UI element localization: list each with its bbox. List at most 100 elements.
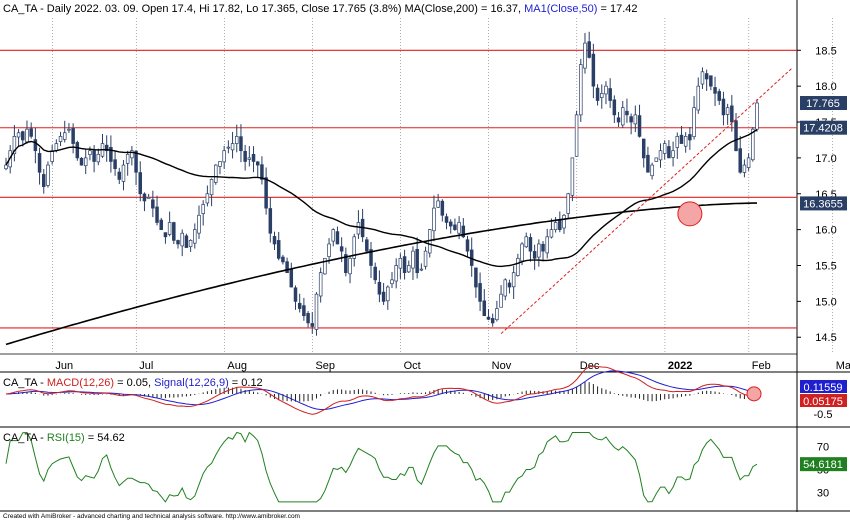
candle-body xyxy=(604,85,608,95)
title-segment: MA1(Close,50) xyxy=(524,3,597,15)
title-segment: CA_TA - xyxy=(3,377,47,389)
candle-body xyxy=(138,172,143,195)
candle-body xyxy=(629,116,633,123)
candle-body xyxy=(214,164,218,183)
candle-body xyxy=(302,305,306,317)
candle-body xyxy=(306,312,310,324)
rsi-badge-label: 54.6181 xyxy=(803,459,843,471)
candle-body xyxy=(188,240,193,248)
x-tick-label: Aug xyxy=(227,360,247,372)
candle-body xyxy=(633,114,638,125)
candle-body xyxy=(146,196,151,199)
candle-body xyxy=(595,87,600,101)
y-tick-label: 15.5 xyxy=(815,261,836,273)
y-tick-label: 17.0 xyxy=(815,153,836,165)
candle-body xyxy=(272,236,277,245)
candle-body xyxy=(230,143,235,151)
candle-body xyxy=(155,206,159,223)
title-segment: CA_TA - Daily 2022. 03. 09. Open 17.4, H… xyxy=(3,3,524,15)
candle-body xyxy=(549,229,554,238)
ma200-line xyxy=(5,202,757,346)
x-tick-label: Feb xyxy=(752,360,771,372)
candle-body xyxy=(377,281,382,295)
candle-body xyxy=(444,216,449,223)
candle-body xyxy=(419,268,424,271)
x-tick-label: Dec xyxy=(580,360,600,372)
candle-body xyxy=(688,134,692,141)
candle-body xyxy=(528,237,533,252)
candle-body xyxy=(537,243,541,258)
candle-body xyxy=(591,53,596,87)
candle-body xyxy=(725,107,730,115)
candle-body xyxy=(54,143,59,151)
candle-body xyxy=(193,229,197,244)
candle-body xyxy=(612,99,617,116)
candle-body xyxy=(667,146,671,159)
candle-body xyxy=(600,92,604,98)
candle-body xyxy=(365,239,369,252)
candle-body xyxy=(71,128,75,144)
candle-body xyxy=(335,231,340,245)
candle-body xyxy=(683,136,688,147)
candle-body xyxy=(402,256,407,274)
candle-body xyxy=(4,164,8,170)
macd-badge xyxy=(800,394,847,407)
candle-body xyxy=(520,243,524,262)
candle-body xyxy=(545,236,549,254)
candle-body xyxy=(50,150,54,162)
candle-body xyxy=(314,293,319,330)
macd-panel-title: CA_TA - MACD(12,26) = 0.05, Signal(12,26… xyxy=(3,377,263,389)
candle-body xyxy=(713,87,717,94)
macd-badge-label: 0.11559 xyxy=(804,382,843,394)
rsi-line xyxy=(5,431,758,503)
candle-body xyxy=(503,279,508,297)
candle-body xyxy=(33,139,38,152)
x-tick-label: Mar xyxy=(836,360,850,372)
price-badge-label: 17.4208 xyxy=(803,123,843,135)
candle-body xyxy=(423,250,428,267)
candle-body xyxy=(331,229,336,242)
candle-body xyxy=(348,257,352,275)
candle-body xyxy=(436,200,440,208)
candle-body xyxy=(478,283,482,302)
candle-body xyxy=(251,154,256,162)
y-tick-label: 16.0 xyxy=(815,225,836,237)
candle-body xyxy=(511,272,516,288)
candle-body xyxy=(465,239,470,252)
candle-body xyxy=(570,157,575,196)
candle-body xyxy=(553,222,558,231)
candle-body xyxy=(344,254,348,274)
candle-body xyxy=(692,107,696,137)
rsi-y-tick-label: 30 xyxy=(817,488,829,500)
rsi-y-tick-label: 70 xyxy=(817,441,829,453)
candle-body xyxy=(671,150,675,158)
candle-body xyxy=(176,240,180,245)
candle-body xyxy=(717,91,721,101)
candle-body xyxy=(562,214,566,229)
candle-body xyxy=(709,75,713,87)
candle-body xyxy=(448,221,453,227)
candle-body xyxy=(255,161,260,166)
candle-body xyxy=(583,42,587,69)
candle-body xyxy=(293,287,298,302)
candle-body xyxy=(285,261,289,274)
candle-body xyxy=(658,150,663,161)
candle-body xyxy=(88,150,92,155)
candle-body xyxy=(46,164,50,186)
y-tick-label: 18.5 xyxy=(815,45,836,57)
candle-body xyxy=(507,282,512,288)
candle-body xyxy=(746,157,751,168)
candle-body xyxy=(625,110,629,116)
candle-body xyxy=(734,120,738,152)
candle-body xyxy=(608,88,612,101)
x-tick-label: Sep xyxy=(315,360,335,372)
candle-body xyxy=(205,193,210,204)
candle-body xyxy=(411,250,415,269)
candle-body xyxy=(398,257,403,269)
candle-body xyxy=(730,105,734,123)
macd-line xyxy=(5,365,758,415)
candle-body xyxy=(407,265,411,273)
candle-body xyxy=(486,316,491,320)
candle-body xyxy=(151,199,155,209)
